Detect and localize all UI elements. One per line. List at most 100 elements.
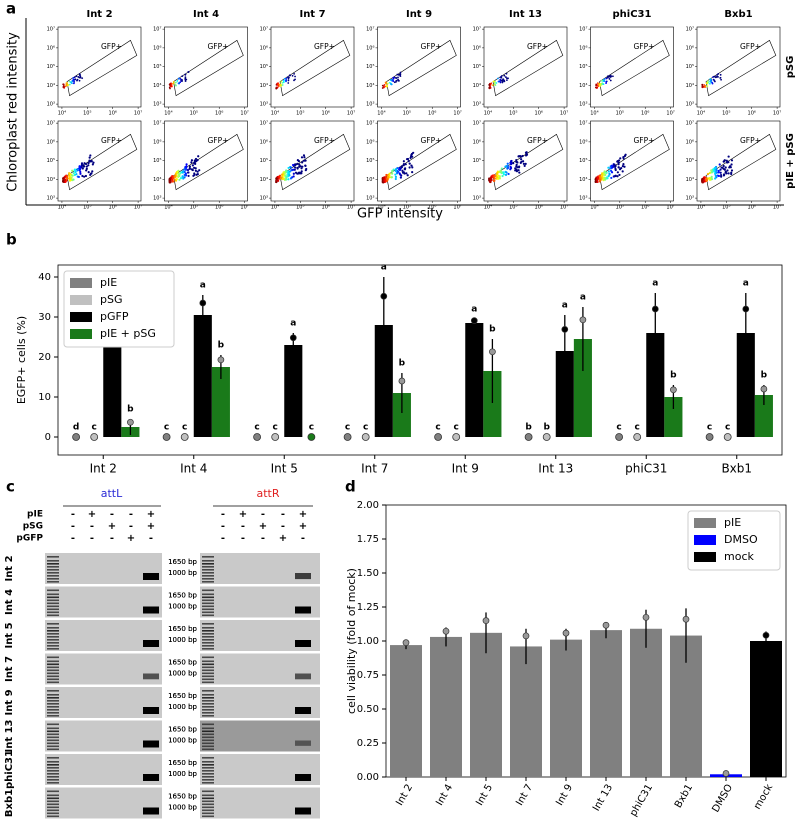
event-dot [287, 82, 290, 84]
mean-point [402, 639, 410, 646]
y-tick-label: 10³ [47, 102, 55, 108]
event-dot [190, 159, 194, 162]
x-tick-label: 10⁵ [616, 111, 624, 117]
mean-point [522, 632, 530, 640]
marker-label: 1650 bp [168, 592, 197, 600]
event-dot [711, 171, 714, 174]
y-tick-label: 10³ [153, 102, 161, 108]
column-title: Int 7 [299, 9, 325, 20]
event-dot [275, 180, 278, 184]
plot-frame [696, 26, 781, 108]
event-dot [184, 172, 187, 175]
event-dot [706, 85, 709, 88]
plot-frame [57, 264, 783, 456]
event-dot [79, 172, 82, 175]
bar [483, 371, 502, 437]
event-dot [501, 174, 504, 178]
event-dot [73, 82, 75, 85]
event-dot [175, 81, 177, 84]
bar-point [452, 433, 461, 441]
event-dot [505, 171, 508, 174]
event-dot [66, 82, 69, 84]
y-tick-label: 10⁵ [473, 158, 481, 164]
condition-sign: + [127, 533, 135, 544]
ladder-band [202, 566, 214, 568]
event-dot [90, 159, 93, 163]
y-tick-label: 10⁴ [579, 83, 587, 89]
x-tick-label: 10⁶ [641, 111, 649, 117]
event-dot [381, 84, 384, 87]
row-label: pSG [785, 56, 796, 79]
x-tick-label: Int 4 [434, 783, 455, 808]
ladder-band [47, 742, 59, 745]
event-dot [394, 76, 397, 79]
panel-label: d [345, 478, 356, 496]
ladder-band [202, 663, 214, 666]
event-dot [291, 74, 294, 77]
y-tick-label: 1.00 [357, 636, 379, 647]
event-dot [186, 168, 190, 172]
bar-point [307, 433, 316, 441]
ladder-band [202, 776, 214, 778]
plot-frame [270, 120, 355, 202]
event-dot [400, 174, 403, 177]
y-tick-label: 10⁶ [686, 45, 694, 51]
event-dot [383, 84, 386, 86]
x-tick-label: 10⁵ [190, 111, 198, 117]
y-tick-label: 20 [38, 352, 51, 363]
ladder-band [47, 572, 59, 574]
significance-letter: b [218, 341, 225, 351]
event-dot [80, 163, 83, 167]
event-dot [493, 83, 496, 86]
product-band [143, 673, 159, 680]
y-tick-label: 10³ [153, 196, 161, 202]
event-dot [493, 179, 496, 182]
ladder-band [202, 642, 214, 644]
mean-point [742, 305, 750, 313]
ladder-band [202, 639, 214, 641]
event-dot [76, 169, 79, 172]
gate [279, 133, 351, 191]
x-tick-label: 10⁵ [83, 205, 91, 211]
event-dot [184, 80, 187, 83]
mean-point [561, 326, 569, 333]
event-dot [723, 168, 726, 171]
event-dot [716, 74, 718, 76]
condition-sign: - [241, 533, 245, 544]
event-dot [286, 76, 289, 79]
y-tick-label: 10⁴ [47, 177, 55, 183]
product-band [143, 774, 159, 781]
event-dot [499, 171, 503, 174]
product-band [295, 573, 311, 580]
y-tick-label: 10⁷ [366, 27, 374, 33]
event-dot [174, 172, 178, 175]
ladder-band [202, 779, 214, 781]
ladder-band [202, 770, 214, 772]
y-axis-label: Chloroplast red intensity [6, 32, 21, 192]
event-dot [510, 159, 513, 163]
panel-label: b [6, 231, 17, 249]
gel-row-label: Int 13 [4, 719, 15, 752]
event-dot [705, 82, 708, 85]
condition-label: pGFP [16, 534, 43, 544]
condition-sign: - [71, 521, 75, 532]
gate-label: GFP+ [207, 42, 228, 51]
event-dot [300, 167, 303, 170]
ladder-band [47, 712, 59, 714]
event-dot [730, 159, 734, 162]
ladder-band [47, 645, 59, 647]
legend-frame [63, 270, 175, 348]
event-dot [607, 170, 610, 173]
event-dot [599, 84, 602, 87]
significance-letter: c [635, 423, 640, 433]
ladder-band [47, 739, 59, 742]
gate-label: GFP+ [314, 42, 335, 51]
event-dot [713, 167, 716, 170]
event-dot [394, 168, 398, 171]
event-dot [292, 172, 295, 175]
y-tick-label: 10⁷ [473, 27, 481, 33]
event-dot [77, 175, 81, 179]
event-dot [304, 169, 307, 172]
x-tick-label: 10⁴ [484, 111, 492, 117]
event-dot [296, 166, 299, 169]
